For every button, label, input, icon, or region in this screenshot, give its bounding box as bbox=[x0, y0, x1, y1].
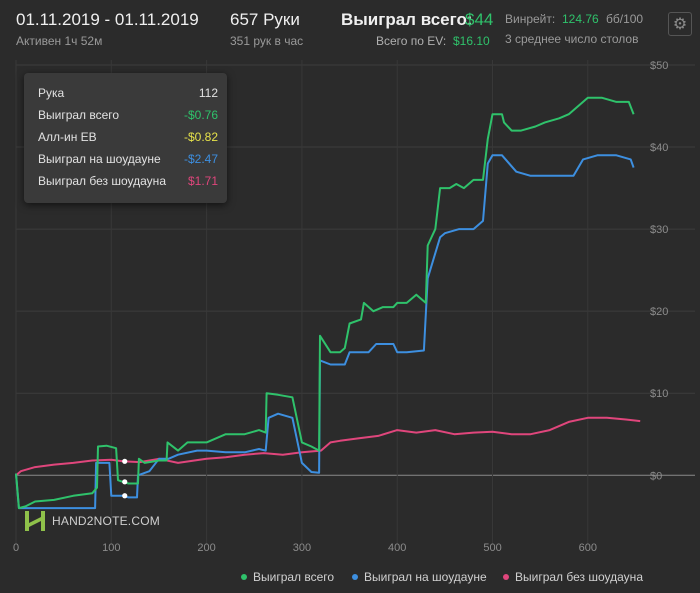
hover-tooltip: Рука 112 Выиграл всего -$0.76 Алл-ин ЕВ … bbox=[24, 73, 227, 203]
winnings-chart: $0 $10 $20 $30 $40 $50 0 100 200 300 400 500 600 bbox=[13, 60, 695, 554]
tooltip-label: Выиграл всего bbox=[38, 108, 120, 122]
hover-point bbox=[122, 479, 128, 485]
y-tick-label: $0 bbox=[650, 470, 662, 482]
legend-item-won-total[interactable]: Выиграл всего bbox=[241, 570, 334, 584]
tooltip-value: -$0.82 bbox=[183, 130, 218, 144]
tooltip-value: -$0.76 bbox=[183, 108, 218, 122]
gear-icon[interactable]: ⚙ bbox=[668, 12, 692, 36]
tooltip-row-non-showdown: Выиграл без шоудауна $1.71 bbox=[38, 174, 218, 194]
hover-point bbox=[122, 458, 128, 464]
ev-value: $16.10 bbox=[453, 34, 490, 48]
x-tick-label: 500 bbox=[483, 542, 501, 554]
legend-item-showdown[interactable]: Выиграл на шоудауне bbox=[352, 570, 487, 584]
legend-item-non-showdown[interactable]: Выиграл без шоудауна bbox=[503, 570, 643, 584]
tooltip-row-allin-ev: Алл-ин ЕВ -$0.82 bbox=[38, 130, 218, 150]
chart-legend: Выиграл всего Выиграл на шоудауне Выигра… bbox=[0, 570, 700, 586]
x-axis-ticks: 0 100 200 300 400 500 600 bbox=[13, 542, 597, 554]
series-line bbox=[15, 416, 641, 477]
x-tick-label: 200 bbox=[197, 542, 215, 554]
tooltip-hand-label: Рука bbox=[38, 86, 65, 100]
active-time: Активен 1ч 52м bbox=[16, 34, 103, 48]
x-tick-label: 400 bbox=[388, 542, 406, 554]
won-total-value: $44 bbox=[465, 10, 494, 29]
legend-dot bbox=[352, 573, 358, 580]
hover-point bbox=[122, 493, 128, 499]
legend-label: Выиграл на шоудауне bbox=[364, 570, 487, 584]
y-tick-label: $10 bbox=[650, 388, 668, 400]
y-tick-label: $30 bbox=[650, 224, 668, 236]
watermark-text: HAND2NOTE.COM bbox=[52, 514, 160, 528]
tooltip-hand-value: 112 bbox=[198, 86, 218, 100]
x-tick-label: 600 bbox=[579, 542, 597, 554]
legend-dot bbox=[241, 573, 247, 580]
tooltip-value: $1.71 bbox=[187, 174, 218, 188]
chart-grid bbox=[15, 60, 695, 545]
hands-per-hour: 351 рук в час bbox=[230, 34, 304, 48]
tooltip-label: Алл-ин ЕВ bbox=[38, 130, 97, 144]
hands-count: 657 Руки bbox=[230, 10, 300, 29]
hover-markers bbox=[122, 458, 128, 499]
hand2note-logo: HAND2NOTE.COM bbox=[24, 510, 164, 532]
x-tick-label: 0 bbox=[13, 542, 19, 554]
x-tick-label: 100 bbox=[102, 542, 120, 554]
tooltip-value: -$2.47 bbox=[183, 152, 218, 166]
won-total-label: Выиграл всего: bbox=[341, 10, 473, 29]
y-tick-label: $40 bbox=[650, 142, 668, 154]
series-line bbox=[15, 154, 635, 510]
ev-label: Всего по EV: bbox=[376, 34, 447, 48]
y-axis-ticks: $0 $10 $20 $30 $40 $50 bbox=[650, 60, 668, 482]
y-tick-label: $50 bbox=[650, 60, 668, 72]
series-line bbox=[15, 96, 635, 510]
hand2note-logo-icon bbox=[25, 511, 45, 531]
tables-average: 3 среднее число столов bbox=[505, 32, 639, 46]
legend-label: Выиграл без шоудауна bbox=[515, 570, 643, 584]
legend-dot bbox=[503, 573, 509, 580]
tooltip-row-showdown: Выиграл на шоудауне -$2.47 bbox=[38, 152, 218, 172]
winrate-unit: бб/100 bbox=[606, 12, 644, 26]
tooltip-label: Выиграл на шоудауне bbox=[38, 152, 161, 166]
tooltip-label: Выиграл без шоудауна bbox=[38, 174, 166, 188]
winrate-label: Винрейт: bbox=[505, 12, 556, 26]
y-tick-label: $20 bbox=[650, 306, 668, 318]
tooltip-row-won-total: Выиграл всего -$0.76 bbox=[38, 108, 218, 128]
stats-header: 01.11.2019 - 01.11.2019 Активен 1ч 52м 6… bbox=[0, 0, 700, 60]
tooltip-hand-row: Рука 112 bbox=[38, 86, 218, 106]
x-tick-label: 300 bbox=[293, 542, 311, 554]
winrate-value: 124.76 bbox=[562, 12, 599, 26]
date-range[interactable]: 01.11.2019 - 01.11.2019 bbox=[16, 10, 199, 29]
legend-label: Выиграл всего bbox=[253, 570, 335, 584]
